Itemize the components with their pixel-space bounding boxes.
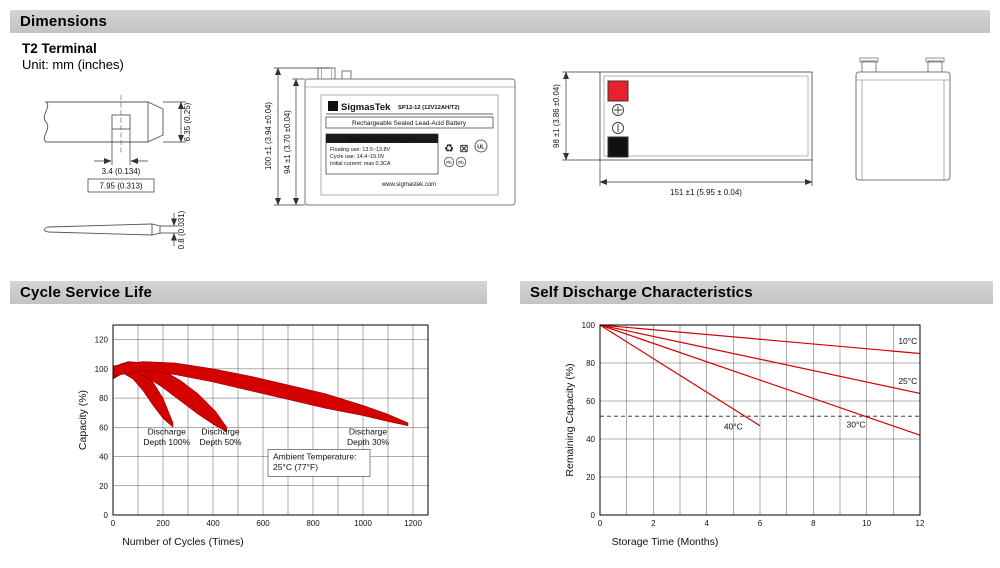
battery-front-view: [304, 67, 516, 206]
unit-note: Unit: mm (inches): [22, 57, 124, 72]
pb-icon: [455, 156, 467, 168]
y-axis-label: Capacity (%): [77, 390, 89, 450]
chart-annotation: 25°C: [898, 376, 917, 386]
svg-text:40: 40: [586, 435, 595, 444]
svg-text:1000: 1000: [354, 519, 372, 528]
no-trash-icon: ⊠: [459, 143, 468, 155]
chart-annotation: Depth 50%: [199, 437, 241, 447]
top-view-dimension-lines: [562, 71, 813, 186]
battery-type-text: Rechargeable Sealed Lead-Acid Battery: [352, 120, 467, 127]
svg-text:1200: 1200: [404, 519, 422, 528]
model-number: SP12-12 (12V12AH/T2): [398, 105, 460, 111]
cycle-service-life-chart: 0 200 400 600 800 1000 1200 0 20 40 60 80 100 120 Numb…: [77, 324, 429, 548]
recycle-icon: ♻: [444, 143, 454, 155]
svg-text:0: 0: [598, 519, 603, 528]
chart-annotation: Depth 100%: [143, 437, 190, 447]
pb-icon: [443, 156, 455, 168]
charging-line-1: Floating use: 13.5~13.8V: [330, 147, 390, 153]
svg-text:120: 120: [95, 336, 109, 345]
charging-line-2: Cycle use: 14.4~15.0V: [330, 154, 385, 160]
line-40°C: [599, 324, 761, 427]
chart-annotation: 25°C (77°F): [273, 462, 318, 472]
svg-text:100: 100: [582, 321, 596, 330]
chart-annotation: Discharge: [349, 427, 388, 437]
terminal-type-label: T2 Terminal: [22, 41, 97, 56]
chart-annotation: Discharge: [148, 427, 187, 437]
pb-label: Pb: [458, 160, 464, 165]
positive-terminal: [607, 80, 629, 102]
svg-text:2: 2: [651, 519, 656, 528]
svg-text:60: 60: [586, 397, 595, 406]
svg-text:600: 600: [256, 519, 270, 528]
battery-label: S SigmasTek SP12-12 (12V12AH/T2) Recharg…: [325, 101, 494, 188]
svg-text:80: 80: [586, 359, 595, 368]
dim-case-height: 94 ±1 (3.70 ±0.04): [283, 110, 292, 174]
charging-line-3: Initial current: max 0.3CA: [330, 161, 391, 167]
self-discharge-chart: 0 2 4 6 8 10 12 0 20 40 60 80 100 Storage Time (Month…: [564, 321, 925, 548]
minus-symbol-icon: [612, 122, 624, 134]
self-discharge-header: Self Discharge Characteristics: [520, 281, 993, 304]
website-text: www.sigmastek.com: [381, 182, 436, 188]
svg-text:12: 12: [916, 519, 925, 528]
svg-text:40: 40: [99, 453, 108, 462]
battery-side-view: [855, 57, 951, 181]
dim-terminal-height: 6.35 (0.25): [183, 102, 192, 141]
dim-terminal-thickness: 0.8 (0.031): [177, 210, 186, 249]
charging-instruction-title: CHARGING INSTRUCTION: [347, 137, 417, 143]
chart-annotation: Discharge: [201, 427, 240, 437]
brand-name: SigmasTek: [341, 102, 391, 113]
svg-text:6: 6: [758, 519, 763, 528]
line-10°C: [599, 324, 921, 355]
plus-symbol-icon: [612, 104, 624, 116]
front-view-dimension-lines: [274, 67, 330, 206]
dimensions-section-header: Dimensions: [10, 10, 990, 33]
band-Discharge Depth 30%: [112, 361, 409, 427]
chart-annotation: 40°C: [724, 422, 743, 432]
chart-annotation: Depth 30%: [347, 437, 389, 447]
svg-text:400: 400: [206, 519, 220, 528]
terminal-dimension-lines: [87, 101, 186, 246]
chart-annotation: Ambient Temperature:: [273, 451, 356, 461]
svg-text:200: 200: [156, 519, 170, 528]
svg-text:8: 8: [811, 519, 816, 528]
svg-text:20: 20: [586, 473, 595, 482]
dim-top-view-width: 98 ±1 (3.86 ±0.04): [552, 84, 561, 148]
chart-annotation: 10°C: [898, 336, 917, 346]
svg-text:100: 100: [95, 365, 109, 374]
line-30°C: [599, 324, 921, 436]
ul-mark-label: UL: [477, 145, 485, 151]
cycle-service-life-header: Cycle Service Life: [10, 281, 487, 304]
chart-annotation: 30°C: [847, 420, 866, 430]
svg-text:0: 0: [591, 511, 596, 520]
svg-text:0: 0: [104, 511, 109, 520]
brand-logo-icon: [328, 101, 338, 111]
terminal-detail-drawing: [43, 95, 164, 236]
svg-text:800: 800: [306, 519, 320, 528]
svg-text:20: 20: [99, 482, 108, 491]
x-axis-label: Number of Cycles (Times): [122, 536, 244, 548]
svg-text:60: 60: [99, 423, 108, 432]
dim-total-height: 100 ±1 (3.94 ±0.04): [264, 102, 273, 170]
ul-mark-icon: [474, 139, 488, 153]
dimension-drawings: 6.35 (0.25) 3.4 (0.134) 7.95 (0.313) 0.8…: [43, 57, 951, 249]
dim-terminal-width: 7.95 (0.313): [99, 182, 142, 191]
dim-terminal-hole-width: 3.4 (0.134): [102, 167, 141, 176]
svg-text:4: 4: [704, 519, 709, 528]
x-axis-label: Storage Time (Months): [612, 536, 719, 548]
svg-text:10: 10: [862, 519, 871, 528]
battery-top-view: [599, 71, 813, 161]
svg-text:0: 0: [111, 519, 116, 528]
brand-logo-letter: S: [330, 102, 335, 111]
svg-text:80: 80: [99, 394, 108, 403]
line-25°C: [599, 324, 921, 394]
y-axis-label: Remaining Capacity (%): [564, 363, 576, 476]
pb-label: Pb: [446, 160, 452, 165]
negative-terminal: [607, 136, 629, 158]
dim-top-view-length: 151 ±1 (5.95 ± 0.04): [670, 188, 742, 197]
